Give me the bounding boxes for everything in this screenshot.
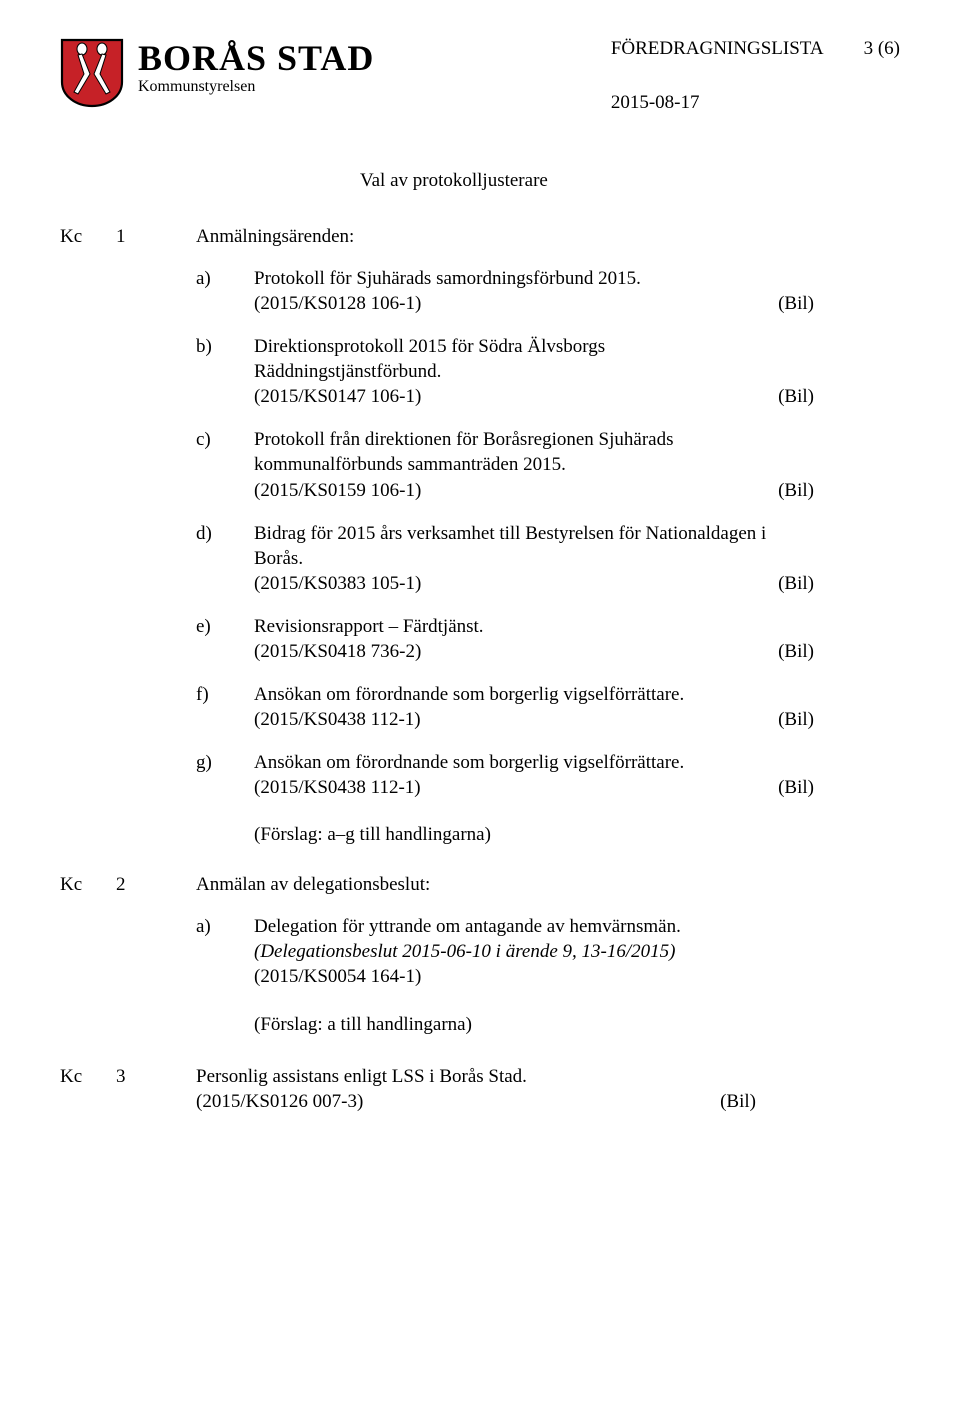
item-refline: (2015/KS0159 106-1) (Bil): [254, 478, 814, 503]
kc-label: Kc: [60, 1064, 116, 1114]
kc2-sublist: a) Delegation för yttrande om antagande …: [196, 914, 900, 989]
item-bil: (Bil): [778, 478, 814, 503]
item-bil: (Bil): [778, 775, 814, 800]
list-item: e) Revisionsrapport – Färdtjänst. (2015/…: [196, 614, 900, 664]
doc-title-row: FÖREDRAGNINGSLISTA 3 (6): [611, 38, 900, 60]
list-item: f) Ansökan om förordnande som borgerlig …: [196, 682, 900, 732]
kc-label: Kc: [60, 226, 116, 248]
list-item: d) Bidrag för 2015 års verksamhet till B…: [196, 521, 900, 596]
entry-title: Anmälningsärenden:: [196, 226, 354, 248]
item-label: f): [196, 682, 254, 732]
item-desc: Ansökan om förordnande som borgerlig vig…: [254, 682, 794, 707]
item-ref: (2015/KS0438 112-1): [254, 707, 766, 732]
item-body: Direktionsprotokoll 2015 för Södra Älvsb…: [254, 334, 900, 409]
list-item: a) Delegation för yttrande om antagande …: [196, 914, 900, 989]
page-header: BORÅS STAD Kommunstyrelsen FÖREDRAGNINGS…: [60, 38, 900, 114]
item-ref: (2015/KS0438 112-1): [254, 775, 766, 800]
item-label: b): [196, 334, 254, 409]
item-body: Protokoll från direktionen för Boråsregi…: [254, 427, 900, 502]
kc-number: 1: [116, 226, 196, 248]
item-desc: Ansökan om förordnande som borgerlig vig…: [254, 750, 794, 775]
item-refline: (2015/KS0128 106-1) (Bil): [254, 291, 814, 316]
item-bil: (Bil): [778, 707, 814, 732]
item-bil: (Bil): [778, 571, 814, 596]
entry-kc2: Kc 2 Anmälan av delegationsbeslut:: [60, 874, 900, 896]
item-desc: Personlig assistans enligt LSS i Borås S…: [196, 1064, 716, 1089]
brand-block: BORÅS STAD Kommunstyrelsen: [138, 40, 374, 96]
item-bil: (Bil): [778, 291, 814, 316]
item-label: g): [196, 750, 254, 800]
entry-kc1: Kc 1 Anmälningsärenden:: [60, 226, 900, 248]
brand-subtitle: Kommunstyrelsen: [138, 78, 374, 96]
item-label: d): [196, 521, 254, 596]
item-ref: (2015/KS0128 106-1): [254, 291, 766, 316]
item-refline: (2015/KS0383 105-1) (Bil): [254, 571, 814, 596]
item-body: Revisionsrapport – Färdtjänst. (2015/KS0…: [254, 614, 900, 664]
item-desc: Protokoll för Sjuhärads samordningsförbu…: [254, 266, 794, 291]
item-refline: (2015/KS0438 112-1) (Bil): [254, 707, 814, 732]
item-label: c): [196, 427, 254, 502]
kc-number: 2: [116, 874, 196, 896]
item-bil: (Bil): [778, 384, 814, 409]
item-refline: (2015/KS0418 736-2) (Bil): [254, 639, 814, 664]
item-desc: Protokoll från direktionen för Boråsregi…: [254, 427, 794, 477]
list-item: b) Direktionsprotokoll 2015 för Södra Äl…: [196, 334, 900, 409]
item-body: Ansökan om förordnande som borgerlig vig…: [254, 682, 900, 732]
doc-date: 2015-08-17: [611, 92, 900, 114]
list-item: c) Protokoll från direktionen för Boråsr…: [196, 427, 900, 502]
item-refline: (2015/KS0054 164-1): [254, 964, 814, 989]
kc2-note: (Förslag: a till handlingarna): [254, 1014, 900, 1036]
brand-name: BORÅS STAD: [138, 40, 374, 76]
kc-label: Kc: [60, 874, 116, 896]
item-ref: (2015/KS0054 164-1): [254, 964, 814, 989]
item-body: Protokoll för Sjuhärads samordningsförbu…: [254, 266, 900, 316]
list-item: g) Ansökan om förordnande som borgerlig …: [196, 750, 900, 800]
doc-title: FÖREDRAGNINGSLISTA: [611, 38, 824, 60]
item-desc: Direktionsprotokoll 2015 för Södra Älvsb…: [254, 334, 794, 384]
item-ref: (2015/KS0147 106-1): [254, 384, 766, 409]
item-refline: (2015/KS0147 106-1) (Bil): [254, 384, 814, 409]
page-number: 3 (6): [864, 38, 900, 60]
item-desc: Revisionsrapport – Färdtjänst.: [254, 614, 794, 639]
city-crest-icon: [60, 38, 124, 113]
item-bil: (Bil): [720, 1089, 756, 1114]
section-title: Val av protokolljusterare: [360, 170, 900, 192]
item-ref: (2015/KS0126 007-3): [196, 1089, 708, 1114]
item-ref: (2015/KS0159 106-1): [254, 478, 766, 503]
kc-number: 3: [116, 1064, 196, 1114]
item-label: a): [196, 266, 254, 316]
item-label: e): [196, 614, 254, 664]
item-desc: Delegation för yttrande om antagande av …: [254, 914, 794, 939]
item-body: Bidrag för 2015 års verksamhet till Best…: [254, 521, 900, 596]
item-desc: Bidrag för 2015 års verksamhet till Best…: [254, 521, 794, 571]
item-refline: (2015/KS0438 112-1) (Bil): [254, 775, 814, 800]
item-ref: (2015/KS0418 736-2): [254, 639, 766, 664]
kc1-note: (Förslag: a–g till handlingarna): [254, 824, 900, 846]
entry-kc3: Kc 3 Personlig assistans enligt LSS i Bo…: [60, 1064, 900, 1114]
kc1-sublist: a) Protokoll för Sjuhärads samordningsfö…: [196, 266, 900, 800]
item-body: Delegation för yttrande om antagande av …: [254, 914, 900, 989]
item-label: a): [196, 914, 254, 989]
list-item: a) Protokoll för Sjuhärads samordningsfö…: [196, 266, 900, 316]
item-bil: (Bil): [778, 639, 814, 664]
item-delegation: (Delegationsbeslut 2015-06-10 i ärende 9…: [254, 939, 794, 964]
header-right: FÖREDRAGNINGSLISTA 3 (6) 2015-08-17: [611, 38, 900, 114]
item-refline: (2015/KS0126 007-3) (Bil): [196, 1089, 756, 1114]
entry-title: Anmälan av delegationsbeslut:: [196, 874, 430, 896]
item-body: Personlig assistans enligt LSS i Borås S…: [196, 1064, 900, 1114]
item-ref: (2015/KS0383 105-1): [254, 571, 766, 596]
item-body: Ansökan om förordnande som borgerlig vig…: [254, 750, 900, 800]
page: BORÅS STAD Kommunstyrelsen FÖREDRAGNINGS…: [0, 0, 960, 1424]
